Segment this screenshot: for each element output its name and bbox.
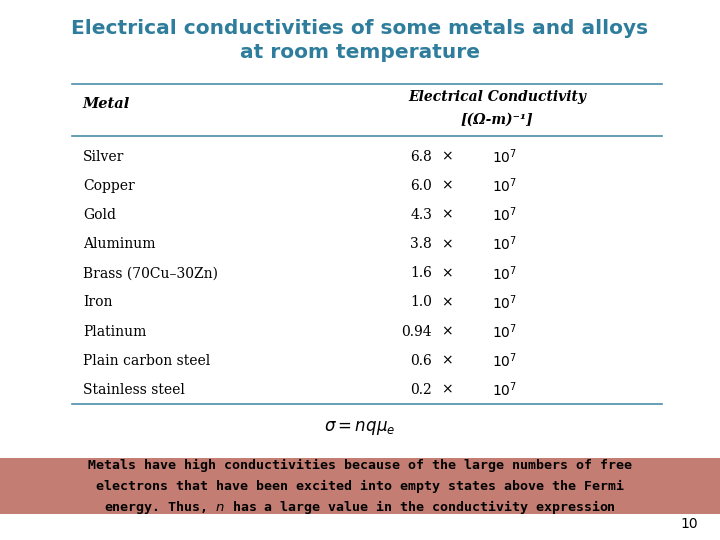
Text: $10^7$: $10^7$ xyxy=(492,235,517,253)
Text: $10^7$: $10^7$ xyxy=(492,381,517,399)
Text: $\times$: $\times$ xyxy=(441,208,452,222)
Text: Plain carbon steel: Plain carbon steel xyxy=(83,354,210,368)
Text: $\times$: $\times$ xyxy=(441,266,452,280)
Text: Stainless steel: Stainless steel xyxy=(83,383,184,397)
Text: 3.8: 3.8 xyxy=(410,237,432,251)
Text: 4.3: 4.3 xyxy=(410,208,432,222)
Text: Aluminum: Aluminum xyxy=(83,237,156,251)
Text: $10^7$: $10^7$ xyxy=(492,264,517,282)
Text: $10^7$: $10^7$ xyxy=(492,352,517,370)
Text: 6.8: 6.8 xyxy=(410,150,432,164)
Text: energy. Thus, $n$ has a large value in the conductivity expression: energy. Thus, $n$ has a large value in t… xyxy=(104,498,616,516)
Text: $\times$: $\times$ xyxy=(441,179,452,193)
Text: 0.94: 0.94 xyxy=(402,325,432,339)
Text: $10^7$: $10^7$ xyxy=(492,206,517,224)
Text: Silver: Silver xyxy=(83,150,124,164)
Text: 0.6: 0.6 xyxy=(410,354,432,368)
Text: Brass (70Cu–30Zn): Brass (70Cu–30Zn) xyxy=(83,266,218,280)
Text: 6.0: 6.0 xyxy=(410,179,432,193)
Text: $10^7$: $10^7$ xyxy=(492,177,517,195)
Text: $10^7$: $10^7$ xyxy=(492,293,517,312)
FancyBboxPatch shape xyxy=(0,458,720,514)
Text: Platinum: Platinum xyxy=(83,325,146,339)
Text: Metal: Metal xyxy=(83,98,130,111)
Text: $\times$: $\times$ xyxy=(441,150,452,164)
Text: $\sigma = nq\mu_e$: $\sigma = nq\mu_e$ xyxy=(325,420,395,437)
Text: Electrical Conductivity: Electrical Conductivity xyxy=(408,90,586,104)
Text: $\times$: $\times$ xyxy=(441,325,452,339)
Text: $\times$: $\times$ xyxy=(441,383,452,397)
Text: $\times$: $\times$ xyxy=(441,295,452,309)
Text: $10^7$: $10^7$ xyxy=(492,322,517,341)
Text: Iron: Iron xyxy=(83,295,112,309)
Text: [(Ω-m)⁻¹]: [(Ω-m)⁻¹] xyxy=(461,113,534,126)
Text: $\times$: $\times$ xyxy=(441,237,452,251)
Text: Gold: Gold xyxy=(83,208,116,222)
Text: 10: 10 xyxy=(681,517,698,531)
Text: $10^7$: $10^7$ xyxy=(492,147,517,166)
Text: Electrical conductivities of some metals and alloys
at room temperature: Electrical conductivities of some metals… xyxy=(71,19,649,62)
Text: Metals have high conductivities because of the large numbers of free: Metals have high conductivities because … xyxy=(88,459,632,472)
Text: $\times$: $\times$ xyxy=(441,354,452,368)
Text: Copper: Copper xyxy=(83,179,135,193)
Text: 0.2: 0.2 xyxy=(410,383,432,397)
Text: 1.0: 1.0 xyxy=(410,295,432,309)
Text: electrons that have been excited into empty states above the Fermi: electrons that have been excited into em… xyxy=(96,480,624,492)
Text: 1.6: 1.6 xyxy=(410,266,432,280)
